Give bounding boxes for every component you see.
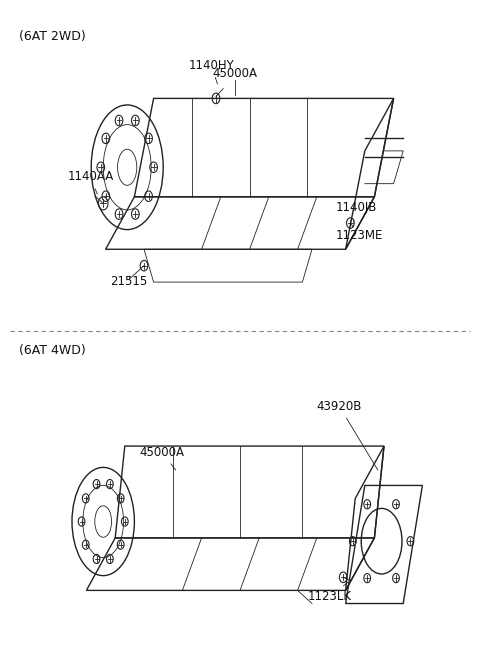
- Text: (6AT 4WD): (6AT 4WD): [19, 344, 86, 358]
- Text: 45000A: 45000A: [139, 446, 184, 470]
- Text: 21515: 21515: [110, 276, 148, 289]
- Text: 43920B: 43920B: [317, 400, 378, 470]
- Text: 1140JB: 1140JB: [336, 201, 377, 222]
- Text: 1123ME: 1123ME: [336, 226, 384, 243]
- Text: 1140AA: 1140AA: [67, 171, 113, 194]
- Text: (6AT 2WD): (6AT 2WD): [19, 30, 86, 43]
- Text: 45000A: 45000A: [213, 67, 258, 80]
- Text: 1140HY: 1140HY: [188, 59, 234, 84]
- Text: 1123LK: 1123LK: [307, 583, 351, 604]
